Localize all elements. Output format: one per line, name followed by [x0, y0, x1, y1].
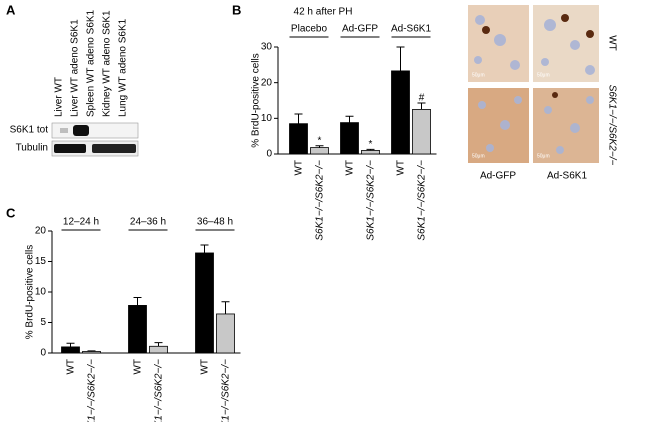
image-column-label: Ad-S6K1 [547, 171, 587, 182]
x-tick-label: WT [345, 160, 356, 176]
x-tick-label: WT [294, 160, 305, 176]
y-tick-label: 5 [40, 317, 46, 328]
significance-marker: * [318, 135, 322, 146]
x-tick-label: S6K1−/−/S6K2−/− [417, 160, 428, 241]
image-row-label: S6K1−/−/S6K2−/− [606, 85, 617, 166]
blot-lane-label: Kidney WT adeno S6K1 [102, 10, 113, 117]
chart-title: 42 h after PH [294, 7, 353, 18]
y-tick-label: 30 [261, 42, 273, 53]
bar [61, 346, 80, 354]
error-bar [200, 244, 209, 253]
bar [195, 252, 214, 354]
x-tick-label: WT [396, 160, 407, 176]
x-tick-label: S6K1−/−/S6K2−/− [366, 160, 377, 241]
error-bar [87, 350, 96, 352]
y-axis-label: % BrdU-positive cells [25, 245, 36, 339]
blot-lane-label: Spleen WT adeno S6K1 [86, 9, 97, 117]
blot-row-label: Tubulin [16, 143, 48, 154]
group-label: Placebo [291, 24, 328, 35]
panel-label: A [6, 2, 16, 17]
bar [289, 123, 308, 155]
error-bar [315, 145, 324, 148]
scale-bar-label: 50μm [472, 72, 485, 78]
error-bar [294, 113, 303, 124]
blot-lane-label: Lung WT adeno S6K1 [118, 18, 129, 117]
y-tick-label: 10 [35, 287, 47, 298]
scale-bar-label: 50μm [537, 153, 550, 159]
group-label: Ad-S6K1 [391, 24, 431, 35]
error-bar [366, 148, 375, 151]
error-bar [154, 342, 163, 347]
blot-lane-label: Liver WT adeno S6K1 [70, 19, 81, 117]
blot-row-label: S6K1 tot [10, 125, 49, 136]
y-tick-label: 0 [40, 348, 46, 359]
error-bar [66, 342, 75, 347]
x-tick-label: WT [133, 359, 144, 375]
significance-marker: * [369, 139, 373, 150]
x-tick-label: S6K1−/−/S6K2−/− [87, 359, 98, 422]
error-bar [221, 301, 230, 314]
x-tick-label: S6K1−/−/S6K2−/− [154, 359, 165, 422]
bar [391, 70, 410, 155]
micrographs [468, 5, 599, 163]
bar [310, 147, 329, 155]
error-bar [417, 102, 426, 110]
error-bar [345, 115, 354, 123]
image-row-label: WT [606, 35, 617, 51]
group-label: 24–36 h [130, 217, 166, 228]
scale-bar-label: 50μm [537, 72, 550, 78]
group-label: Ad-GFP [342, 24, 378, 35]
y-tick-label: 20 [35, 226, 47, 237]
y-tick-label: 10 [261, 113, 273, 124]
bar [340, 122, 359, 155]
significance-marker: # [419, 93, 425, 104]
y-tick-label: 15 [35, 256, 47, 267]
error-bar [396, 46, 405, 71]
western-blot [51, 122, 139, 157]
image-column-label: Ad-GFP [480, 171, 516, 182]
group-label: 12–24 h [63, 217, 99, 228]
group-label: 36–48 h [197, 217, 233, 228]
error-bar [133, 296, 142, 306]
panel-label: C [6, 205, 16, 220]
bar [128, 305, 147, 354]
y-axis-label: % BrdU-positive cells [251, 53, 262, 147]
bar [149, 345, 168, 354]
scale-bar-label: 50μm [472, 153, 485, 159]
x-tick-label: WT [200, 359, 211, 375]
y-tick-label: 20 [261, 77, 273, 88]
bar [82, 351, 101, 354]
y-tick-label: 0 [266, 149, 272, 160]
bar [361, 150, 380, 155]
x-tick-label: S6K1−/−/S6K2−/− [315, 160, 326, 241]
x-tick-label: WT [66, 359, 77, 375]
bar [216, 313, 235, 354]
blot-lane-label: Liver WT [54, 77, 65, 117]
bar [412, 109, 431, 155]
x-tick-label: S6K1−/−/S6K2−/− [221, 359, 232, 422]
panel-label: B [232, 2, 241, 17]
